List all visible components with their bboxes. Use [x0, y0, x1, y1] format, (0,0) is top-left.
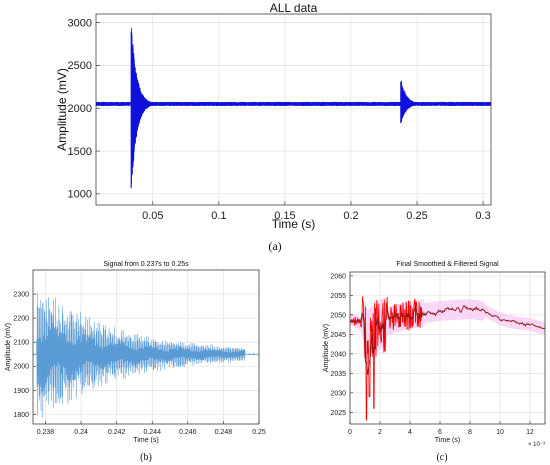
y-axis-label: Amplitude (mV)	[5, 323, 12, 371]
x-tick-label: 0.15	[274, 210, 295, 222]
panel-caption: (a)	[268, 239, 281, 253]
x-tick-label: 12	[526, 429, 534, 436]
x-tick-label: 8	[468, 429, 472, 436]
x-tick-label: 0.25	[406, 210, 427, 222]
panel-caption: (b)	[140, 452, 152, 463]
y-axis-label: Amplitude (mV)	[55, 68, 69, 151]
x-tick-label: 4	[408, 429, 412, 436]
x-tick-label: 0.242	[108, 429, 126, 436]
series-layer	[33, 292, 259, 418]
y-tick-label: 2000	[13, 364, 29, 371]
x-tick-label: 0.1	[211, 210, 226, 222]
chart-title: Signal from 0.237s to 0.25s	[103, 261, 189, 268]
x-tick-label: 0.05	[142, 210, 163, 222]
x-axis-label: Time (s)	[133, 437, 158, 444]
y-tick-label: 1500	[68, 146, 92, 158]
x-tick-label: 0.246	[179, 429, 197, 436]
chart-all-data: 0.05 0.1 0.15 0.2 0.25 0.3 1000 1500 2000 2500 300…	[55, 1, 492, 253]
plot-area	[96, 14, 491, 205]
x-tick-label: 0.238	[37, 429, 55, 436]
confidence-band	[350, 297, 545, 360]
x-tick-label: 2	[378, 429, 382, 436]
y-tick-label: 2000	[68, 103, 92, 115]
y-tick-label: 1000	[68, 189, 92, 201]
chart-smoothed-filtered: 0 2 4 6 8 10 12 2025 2030 2035 2040 2045 2050 2055 206…	[323, 261, 546, 463]
y-tick-label: 1900	[13, 388, 29, 395]
chart-title: Final Smoothed & Filtered Signal	[396, 261, 499, 268]
x-axis-label: Time (s)	[272, 217, 316, 231]
y-tick-label: 2300	[13, 292, 29, 299]
series-layer	[350, 296, 545, 421]
x-tick-label: 0.244	[143, 429, 161, 436]
x-tick-label: 10	[496, 429, 504, 436]
y-tick-label: 2030	[330, 390, 346, 397]
y-tick-label: 2500	[68, 60, 92, 72]
y-tick-label: 2100	[13, 340, 29, 347]
series-line-smoothed	[350, 304, 545, 375]
y-tick-label: 1800	[13, 412, 29, 419]
chart-title: ALL data	[270, 1, 318, 15]
x-axis-multiplier: × 10⁻³	[528, 442, 545, 448]
y-tick-label: 2045	[330, 332, 346, 339]
x-tick-label: 6	[438, 429, 442, 436]
y-tick-label: 3000	[68, 17, 92, 29]
axes-frame	[95, 13, 492, 206]
y-tick-label: 2040	[330, 351, 346, 358]
y-tick-label: 2060	[330, 273, 346, 280]
axes-frame	[32, 269, 260, 425]
x-tick-label: 0.2	[343, 210, 358, 222]
chart-signal-window: 0.238 0.24 0.242 0.244 0.246 0.248 0.25 1800 190…	[5, 261, 266, 463]
x-tick-label: 0	[348, 429, 352, 436]
y-tick-label: 2035	[330, 371, 346, 378]
series-layer	[96, 27, 491, 189]
axes-frame	[349, 271, 546, 425]
x-tick-label: 0.248	[215, 429, 233, 436]
x-tick-label: 0.24	[74, 429, 88, 436]
y-tick-label: 2055	[330, 293, 346, 300]
y-axis-label: Amplitude (mV)	[323, 324, 330, 372]
y-tick-label: 2025	[330, 410, 346, 417]
x-axis-label: Time (s)	[435, 437, 460, 444]
panel-caption: (c)	[436, 452, 447, 463]
series-line	[33, 292, 259, 418]
y-tick-label: 2200	[13, 316, 29, 323]
y-tick-label: 2050	[330, 312, 346, 319]
x-tick-label: 0.3	[475, 210, 490, 222]
x-tick-label: 0.25	[252, 429, 266, 436]
